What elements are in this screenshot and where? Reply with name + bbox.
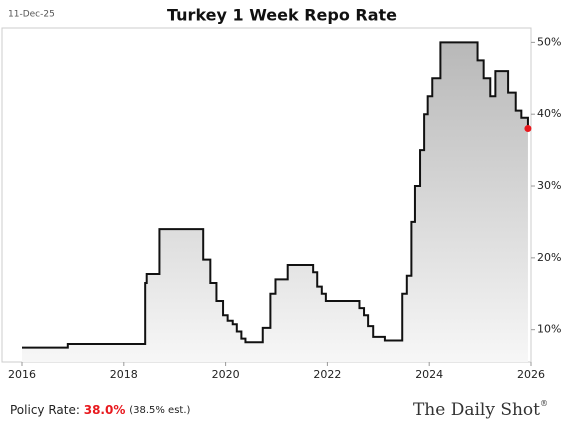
area xyxy=(22,42,528,362)
end-marker xyxy=(524,125,532,133)
y-tick-label: 30% xyxy=(537,179,561,192)
line xyxy=(22,41,529,349)
chart-title: Turkey 1 Week Repo Rate xyxy=(167,6,397,25)
x-tick-label: 2018 xyxy=(110,368,138,381)
y-tick-label: 50% xyxy=(537,35,561,48)
x-tick-label: 2016 xyxy=(8,368,36,381)
y-tick-label: 40% xyxy=(537,107,561,120)
policy-rate: Policy Rate: 38.0% (38.5% est.) xyxy=(10,403,190,417)
policy-label: Policy Rate: xyxy=(10,403,80,417)
y-tick-label: 20% xyxy=(537,251,561,264)
policy-value: 38.0% xyxy=(84,403,126,417)
x-tick-label: 2022 xyxy=(313,368,341,381)
brand-mark: ® xyxy=(540,399,548,408)
x-tick-label: 2024 xyxy=(415,368,443,381)
x-tick-label: 2020 xyxy=(212,368,240,381)
policy-estimate: (38.5% est.) xyxy=(129,405,190,416)
x-tick-label: 2026 xyxy=(517,368,545,381)
date: 11-Dec-25 xyxy=(8,10,55,20)
y-tick-label: 10% xyxy=(537,323,561,336)
brand: The Daily Shot® xyxy=(413,399,548,420)
brand-name: The Daily Shot xyxy=(413,400,540,420)
